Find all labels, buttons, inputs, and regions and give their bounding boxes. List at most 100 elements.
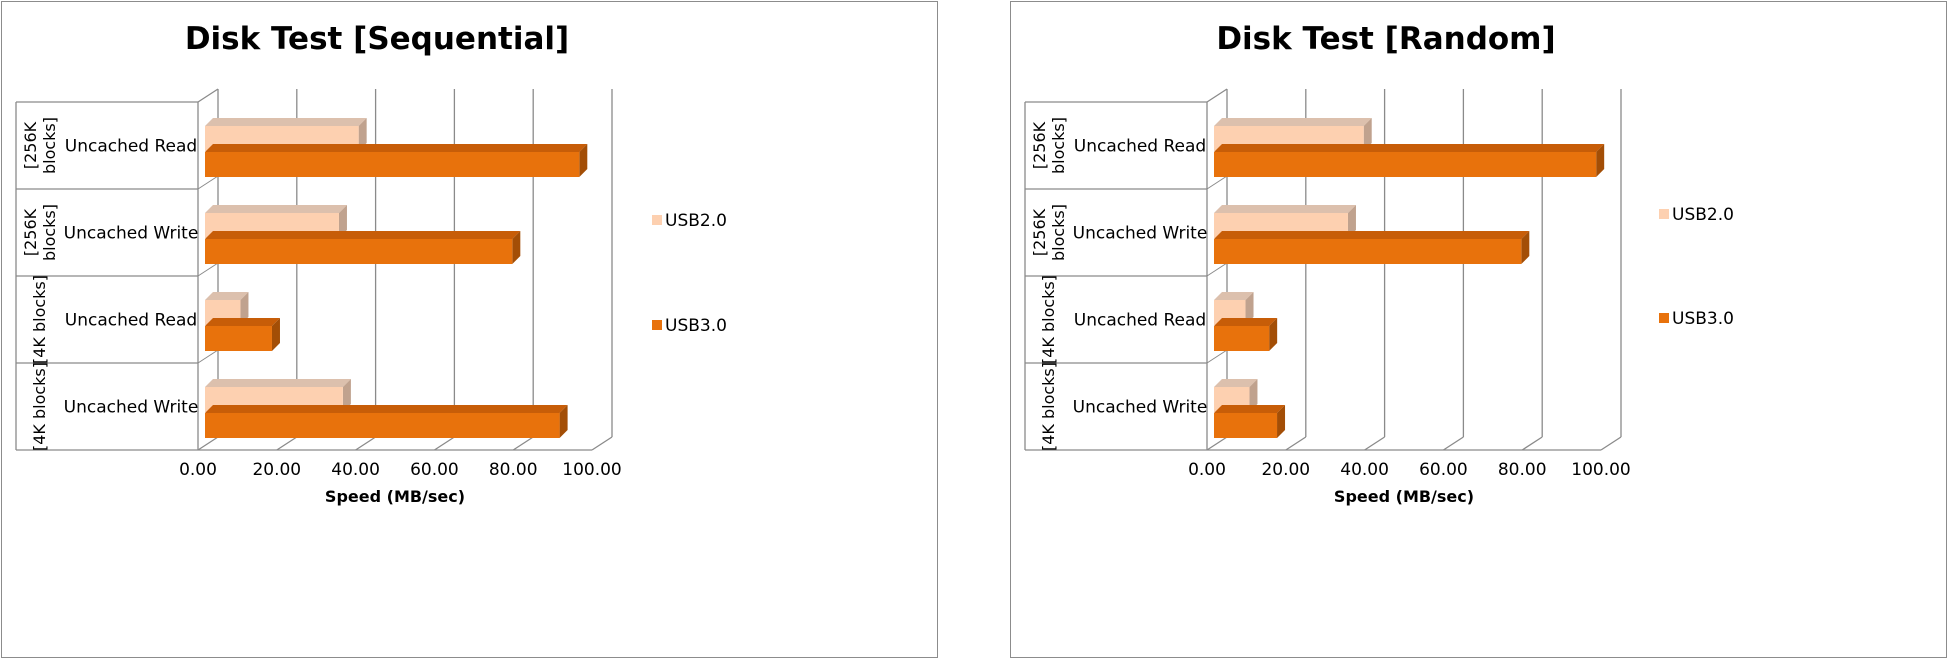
floor-gridline [1285,436,1307,451]
category-label: Uncached Read [1074,311,1206,331]
x-tick-label: 20.00 [1261,460,1310,480]
legend-item-usb20: USB2.0 [652,211,727,231]
group-label: [256Kblocks] [21,117,59,174]
bars [205,118,588,438]
floor-gridline [1600,436,1622,451]
category-label: Uncached Write [64,224,199,244]
bar-side-face [240,292,249,325]
x-tick-label: 80.00 [489,460,538,480]
bar-side-face [1245,292,1254,325]
group-label: [4K blocks] [1039,362,1058,451]
floor-gridline [591,436,613,451]
group-label: [256Kblocks] [1030,204,1068,261]
category-label: Uncached Read [1074,137,1206,157]
legend-item-usb30: USB3.0 [1659,309,1734,329]
group-label-line: blocks] [40,117,59,174]
group-label-line: blocks] [1049,117,1068,174]
x-tick-label: 0.00 [179,460,217,480]
bar-front-face [1214,239,1522,264]
wall-separator [197,349,219,364]
wall-separator [1206,262,1228,277]
bar-usb30-1 [1214,144,1605,177]
bar-top-face [205,231,521,239]
bar-top-face [1214,405,1286,413]
bar-front-face [1214,413,1278,438]
bar-front-face [205,326,272,351]
bar-side-face [271,318,280,351]
bar-top-face [205,118,367,126]
wall-separator [1206,175,1228,190]
legend-swatch [652,215,662,225]
axis-wall-top [197,88,219,103]
x-tick-label: 40.00 [331,460,380,480]
bar-side-face [1347,205,1356,238]
axis-wall-top [1206,88,1228,103]
bars [1214,118,1605,438]
bar-side-face [1363,118,1372,151]
bar-front-face [1214,152,1597,177]
bar-top-face [205,318,280,326]
group-label-line: blocks] [1049,204,1068,261]
chart-panel-random: Disk Test [Random] Uncached Read [256Kbloc… [1010,1,1947,658]
bar-top-face [1214,292,1254,300]
bar-top-face [1214,205,1356,213]
bar-front-face [205,413,560,438]
bar-side-face [559,405,568,438]
category-label: Uncached Write [64,398,199,418]
floor-gridline [197,436,219,451]
legend-label: USB2.0 [1672,205,1734,225]
legend-label: USB3.0 [665,316,727,336]
bar-top-face [1214,318,1278,326]
bar-usb30-4 [1214,405,1286,438]
bar-usb30-2 [205,231,521,264]
chart-title: Disk Test [Random] [1216,21,1555,57]
x-tick-label: 60.00 [410,460,459,480]
chart-panel-sequential: Disk Test [Sequential] Uncached Read [256K… [1,1,938,658]
bar-side-face [342,379,351,412]
group-label-line: [256K [21,208,40,256]
legend-label: USB3.0 [1672,309,1734,329]
bar-usb30-2 [1214,231,1530,264]
floor-gridline [512,436,534,451]
bar-top-face [205,379,351,387]
category-label: Uncached Write [1073,224,1208,244]
bar-side-face [512,231,521,264]
x-axis-title: Speed (MB/sec) [1334,487,1474,506]
bar-top-face [205,405,568,413]
group-label: [4K blocks] [1039,275,1058,364]
x-tick-label: 60.00 [1419,460,1468,480]
group-label-line: blocks] [40,204,59,261]
legend-swatch [1659,209,1669,219]
chart-random: Disk Test [Random]Uncached Read[256Kbloc… [1024,21,1734,506]
group-label: [4K blocks] [30,275,49,364]
wall-separator [197,175,219,190]
bar-side-face [1249,379,1258,412]
group-label: [4K blocks] [30,362,49,451]
wall-separator [1206,349,1228,364]
bar-front-face [205,239,513,264]
floor-gridline [355,436,376,451]
bar-top-face [205,144,588,152]
x-tick-label: 100.00 [562,460,621,480]
bar-top-face [205,292,249,300]
group-label-line: [256K [21,121,40,169]
x-tick-label: 100.00 [1571,460,1630,480]
x-tick-label: 20.00 [252,460,301,480]
x-axis-title: Speed (MB/sec) [325,487,465,506]
bar-usb30-3 [1214,318,1278,351]
x-tick-label: 80.00 [1498,460,1547,480]
floor-gridline [1364,436,1385,451]
category-label: Uncached Read [65,137,197,157]
wall-separator [197,262,219,277]
bar-top-face [205,205,347,213]
bar-side-face [579,144,588,177]
chart-sequential: Disk Test [Sequential] Uncached Read [256K… [15,21,727,506]
bar-top-face [1214,144,1605,152]
x-tick-label: 40.00 [1340,460,1389,480]
floor-gridline [276,436,298,451]
group-label-line: [256K [1030,208,1049,256]
bar-front-face [1214,326,1270,351]
floor-gridline [434,436,455,451]
bar-usb30-3 [205,318,280,351]
bar-top-face [1214,118,1372,126]
